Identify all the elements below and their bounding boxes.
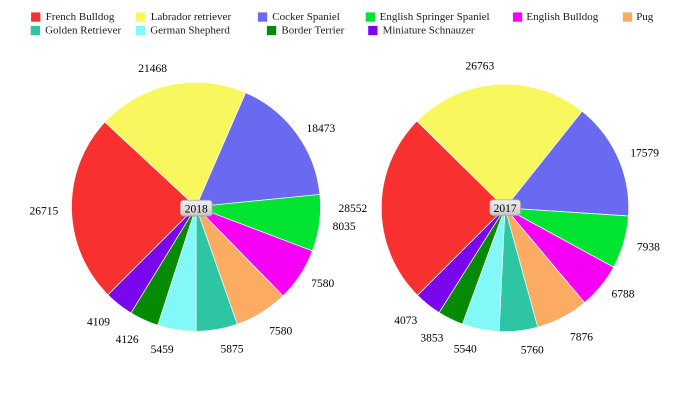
svg-text:Labrador retriever: Labrador retriever (151, 11, 232, 23)
svg-text:7580: 7580 (311, 278, 334, 290)
svg-text:2018: 2018 (185, 203, 208, 215)
svg-text:5875: 5875 (221, 344, 244, 356)
svg-text:English Bulldog: English Bulldog (526, 11, 598, 23)
svg-text:4109: 4109 (87, 317, 110, 329)
svg-text:7876: 7876 (570, 331, 593, 343)
svg-text:English Springer Spaniel: English Springer Spaniel (380, 11, 490, 23)
svg-text:Miniature Schnauzer: Miniature Schnauzer (383, 25, 475, 37)
svg-text:5760: 5760 (521, 345, 544, 357)
svg-text:5459: 5459 (151, 344, 174, 356)
svg-text:2017: 2017 (494, 203, 517, 215)
svg-text:German Shepherd: German Shepherd (150, 25, 230, 37)
svg-text:5540: 5540 (454, 344, 477, 356)
svg-text:28552: 28552 (339, 203, 368, 215)
svg-text:Cocker Spaniel: Cocker Spaniel (272, 11, 340, 23)
svg-text:26763: 26763 (465, 61, 494, 73)
svg-text:3853: 3853 (420, 333, 443, 345)
svg-text:17579: 17579 (630, 148, 659, 160)
svg-text:8035: 8035 (333, 221, 356, 233)
svg-text:18473: 18473 (307, 123, 336, 135)
svg-text:Border Terrier: Border Terrier (281, 25, 344, 37)
svg-text:6788: 6788 (612, 289, 635, 301)
svg-text:4126: 4126 (116, 334, 139, 346)
svg-text:Golden Retriever: Golden Retriever (45, 25, 121, 37)
svg-text:4073: 4073 (394, 315, 417, 327)
svg-text:7580: 7580 (269, 326, 292, 338)
svg-text:French Bulldog: French Bulldog (46, 11, 115, 23)
svg-text:21468: 21468 (138, 63, 167, 75)
svg-text:26715: 26715 (29, 206, 58, 218)
svg-text:7938: 7938 (637, 242, 660, 254)
svg-text:Pug: Pug (636, 11, 654, 23)
